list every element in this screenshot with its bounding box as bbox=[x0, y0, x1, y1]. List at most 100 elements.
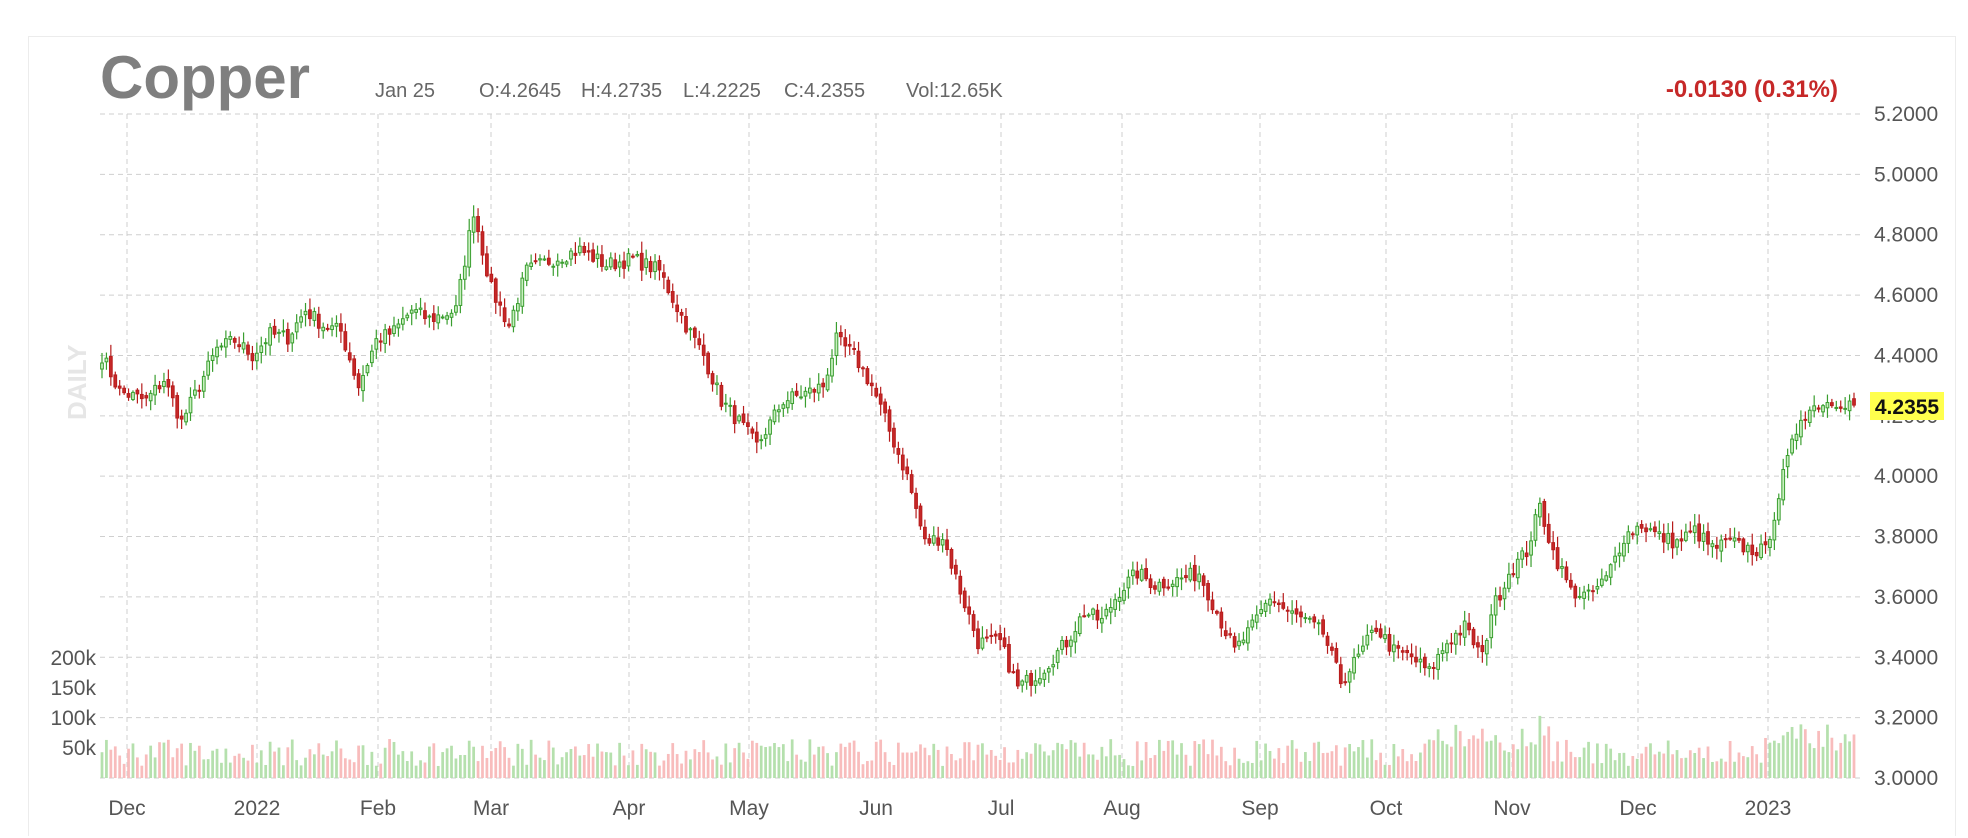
candle-body bbox=[803, 390, 808, 397]
candle-body bbox=[1263, 602, 1268, 612]
volume-bar bbox=[1250, 762, 1254, 778]
volume-bar bbox=[1012, 762, 1015, 778]
candle-body bbox=[1396, 645, 1401, 649]
volume-bar bbox=[1790, 726, 1794, 778]
candle-body bbox=[392, 325, 396, 334]
candle-body bbox=[1237, 640, 1241, 647]
volume-bar bbox=[189, 742, 192, 778]
volume-bar bbox=[414, 765, 418, 778]
volume-bar bbox=[1144, 742, 1148, 778]
volume-bar bbox=[600, 751, 604, 778]
candle-body bbox=[1170, 583, 1175, 588]
candle-body bbox=[330, 325, 334, 331]
volume-bar bbox=[967, 742, 971, 778]
volume-bar bbox=[1188, 765, 1192, 778]
candle-body bbox=[254, 352, 259, 362]
candle-body bbox=[197, 389, 202, 392]
candle-body bbox=[1210, 599, 1215, 611]
candle-body bbox=[1427, 666, 1432, 669]
candle-body bbox=[1409, 653, 1414, 658]
candle-body bbox=[1002, 637, 1007, 648]
candle-body bbox=[454, 305, 458, 313]
candle-body bbox=[542, 258, 547, 261]
volume-bar bbox=[233, 755, 237, 778]
candle-body bbox=[117, 385, 122, 389]
volume-bar bbox=[870, 760, 874, 778]
volume-bar bbox=[251, 744, 254, 778]
volume-bar bbox=[1711, 761, 1714, 778]
candle-body bbox=[1821, 405, 1825, 413]
candle-body bbox=[900, 454, 905, 471]
candle-body bbox=[958, 575, 963, 595]
volume-bar bbox=[180, 743, 184, 778]
candle-body bbox=[582, 246, 587, 253]
volume-bar bbox=[861, 764, 865, 778]
candle-body bbox=[1484, 639, 1489, 655]
candle-body bbox=[993, 633, 998, 637]
volume-bar bbox=[237, 753, 241, 778]
volume-bar bbox=[370, 751, 374, 778]
volume-bar bbox=[428, 746, 431, 778]
candle-body bbox=[237, 344, 242, 348]
volume-bar bbox=[1419, 752, 1422, 778]
volume-bar bbox=[171, 757, 175, 778]
volume-bar bbox=[498, 741, 502, 778]
volume-bar bbox=[551, 747, 555, 778]
volume-bar bbox=[1392, 744, 1396, 778]
y-tick-label: 4.8000 bbox=[1874, 224, 1938, 247]
volume-bar bbox=[1812, 748, 1816, 778]
candle-body bbox=[856, 350, 861, 369]
volume-bar bbox=[1317, 741, 1321, 778]
candle-body bbox=[945, 539, 949, 550]
volume-bar bbox=[184, 765, 188, 778]
candle-body bbox=[1365, 634, 1370, 646]
candle-body bbox=[688, 328, 693, 331]
candle-body bbox=[551, 265, 556, 268]
volume-bar bbox=[1171, 740, 1175, 778]
candle-body bbox=[772, 409, 777, 423]
candle-body bbox=[1369, 629, 1374, 633]
volume-bar bbox=[759, 745, 763, 778]
candle-body bbox=[591, 249, 595, 262]
volume-bar bbox=[1268, 750, 1272, 778]
volume-bar bbox=[768, 746, 772, 778]
volume-bar bbox=[374, 765, 378, 778]
volume-bar bbox=[330, 751, 334, 778]
axes: 3.00003.20003.40003.60003.80004.00004.20… bbox=[50, 103, 1938, 820]
candle-body bbox=[100, 362, 104, 370]
candle-body bbox=[1179, 577, 1184, 580]
volume-bar bbox=[379, 763, 383, 778]
volume-bar bbox=[127, 748, 130, 778]
volume-bar bbox=[485, 757, 489, 778]
volume-bar bbox=[122, 763, 126, 778]
volume-bar bbox=[958, 758, 962, 778]
x-tick-label: Sep bbox=[1241, 797, 1278, 820]
candle-body bbox=[480, 231, 485, 256]
volume-bar bbox=[1684, 757, 1688, 778]
candle-body bbox=[1303, 617, 1308, 620]
candle-body bbox=[1555, 547, 1560, 570]
volume-bar bbox=[596, 743, 599, 778]
volume-bar bbox=[985, 754, 989, 778]
volume-bar bbox=[1131, 765, 1135, 778]
volume-bar bbox=[326, 756, 330, 778]
volume-bar bbox=[994, 755, 998, 778]
candle-body bbox=[600, 254, 604, 267]
volume-bar bbox=[932, 743, 936, 778]
candle-body bbox=[303, 310, 308, 316]
volume-bar bbox=[388, 739, 391, 778]
candle-body bbox=[980, 637, 985, 649]
volume-bar bbox=[529, 739, 533, 778]
volume-bar bbox=[1065, 749, 1068, 778]
candle-body bbox=[1343, 681, 1348, 684]
candle-body bbox=[1387, 634, 1392, 652]
volume-bar bbox=[923, 747, 927, 778]
volume-bar bbox=[715, 756, 719, 778]
volume-bar bbox=[1370, 739, 1374, 778]
volume-bar bbox=[998, 759, 1002, 778]
volume-bar bbox=[1768, 742, 1772, 778]
volume-bar bbox=[1286, 745, 1290, 778]
volume-bar bbox=[1516, 749, 1520, 778]
candle-body bbox=[577, 245, 582, 254]
candle-body bbox=[352, 358, 357, 376]
